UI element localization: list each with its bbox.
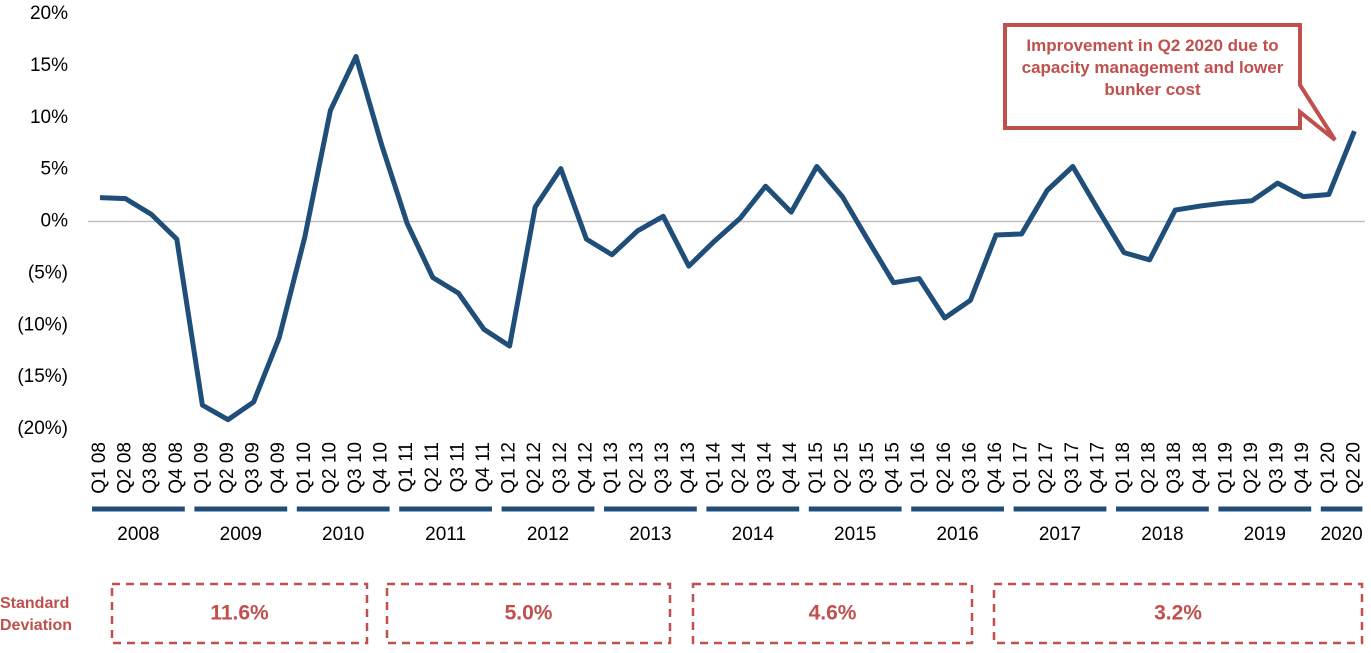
std-dev-value: 11.6% bbox=[210, 602, 269, 625]
x-tick-label: Q3 19 bbox=[1267, 442, 1288, 494]
x-tick-label: Q3 15 bbox=[857, 442, 878, 494]
y-tick-label: 0% bbox=[41, 211, 69, 232]
std-dev-box bbox=[992, 582, 1364, 645]
x-tick-label: Q1 20 bbox=[1318, 442, 1339, 494]
std-dev-box bbox=[385, 582, 672, 645]
x-tick-label: Q4 11 bbox=[473, 442, 494, 492]
x-tick-label: Q2 13 bbox=[627, 442, 648, 494]
y-tick-label: (20%) bbox=[17, 418, 68, 439]
y-tick-label: (15%) bbox=[17, 366, 68, 387]
x-tick-label: Q1 17 bbox=[1011, 442, 1032, 494]
x-tick-label: Q1 12 bbox=[499, 442, 520, 494]
x-tick-label: Q2 14 bbox=[729, 442, 750, 494]
annotation: Improvement in Q2 2020 due to capacity m… bbox=[1021, 36, 1284, 99]
x-tick-label: Q4 18 bbox=[1190, 442, 1211, 494]
x-tick-label: Q2 16 bbox=[934, 442, 955, 494]
year-label: 2008 bbox=[117, 524, 159, 545]
y-tick-label: (5%) bbox=[28, 262, 68, 283]
x-tick-label: Q2 17 bbox=[1036, 442, 1057, 494]
std-dev-box bbox=[110, 582, 369, 645]
x-tick-label: Q1 19 bbox=[1215, 442, 1236, 494]
x-tick-label: Q2 11 bbox=[422, 442, 443, 492]
year-label: 2009 bbox=[220, 524, 262, 545]
x-tick-label: Q2 10 bbox=[319, 442, 340, 494]
std-dev-value: 4.6% bbox=[809, 602, 857, 625]
callout-box bbox=[1003, 23, 1337, 142]
year-label: 2017 bbox=[1039, 524, 1081, 545]
x-tick-label: Q1 09 bbox=[191, 442, 212, 494]
x-tick-label: Q4 08 bbox=[166, 442, 187, 494]
year-label: 2019 bbox=[1244, 524, 1286, 545]
x-tick-label: Q3 11 bbox=[447, 442, 468, 492]
std-dev-label-box: Standard Deviation bbox=[0, 595, 73, 634]
x-tick-label: Q4 12 bbox=[575, 442, 596, 494]
year-label: 2016 bbox=[936, 524, 978, 545]
data-line bbox=[99, 54, 1357, 423]
std-dev-value: 3.2% bbox=[1154, 602, 1202, 625]
x-tick-label: Q4 10 bbox=[371, 442, 392, 494]
x-tick-label: Q3 08 bbox=[140, 442, 161, 494]
year-label: 2020 bbox=[1320, 524, 1362, 545]
year-label: 2014 bbox=[732, 524, 775, 545]
y-tick-label: 20% bbox=[30, 3, 68, 24]
x-tick-label: Q1 15 bbox=[806, 442, 827, 494]
x-tick-label: Q1 16 bbox=[908, 442, 929, 494]
x-tick-label: Q2 12 bbox=[524, 442, 545, 494]
y-tick-label: 10% bbox=[30, 107, 68, 128]
year-label: 2013 bbox=[629, 524, 671, 545]
x-tick-label: Q2 18 bbox=[1139, 442, 1160, 494]
x-tick-label: Q3 17 bbox=[1062, 442, 1083, 494]
year-label: 2018 bbox=[1141, 524, 1183, 545]
x-tick-label: Q1 14 bbox=[703, 442, 724, 494]
year-label: 2012 bbox=[527, 524, 569, 545]
x-tick-label: Q2 15 bbox=[831, 442, 852, 494]
x-tick-label: Q3 14 bbox=[755, 442, 776, 494]
x-tick-label: Q1 08 bbox=[89, 442, 110, 494]
x-tick-label: Q1 13 bbox=[601, 442, 622, 494]
callout: Improvement in Q2 2020 due to capacity m… bbox=[1021, 36, 1284, 99]
x-tick-label: Q3 13 bbox=[652, 442, 673, 494]
y-tick-label: (10%) bbox=[17, 314, 68, 335]
x-tick-label: Q4 13 bbox=[678, 442, 699, 494]
year-label: 2011 bbox=[425, 524, 466, 545]
x-tick-label: Q2 19 bbox=[1241, 442, 1262, 494]
year-label: 2015 bbox=[834, 524, 876, 545]
x-tick-label: Q2 09 bbox=[217, 442, 238, 494]
x-tick-label: Q3 12 bbox=[550, 442, 571, 494]
x-tick-label: Q3 09 bbox=[243, 442, 264, 494]
x-tick-label: Q3 16 bbox=[959, 442, 980, 494]
std-dev-box bbox=[691, 582, 974, 645]
y-tick-label: 5% bbox=[41, 159, 69, 180]
x-tick-label: Q4 15 bbox=[883, 442, 904, 494]
x-tick-label: Q2 20 bbox=[1343, 442, 1364, 494]
x-tick-label: Q1 11 bbox=[396, 442, 417, 492]
x-tick-label: Q2 08 bbox=[115, 442, 136, 494]
std-dev-label: Standard Deviation bbox=[0, 595, 73, 634]
std-dev-value: 5.0% bbox=[505, 602, 553, 625]
x-tick-label: Q1 18 bbox=[1113, 442, 1134, 494]
x-tick-label: Q3 18 bbox=[1164, 442, 1185, 494]
x-tick-label: Q3 10 bbox=[345, 442, 366, 494]
x-tick-label: Q1 10 bbox=[294, 442, 315, 494]
x-tick-label: Q4 09 bbox=[268, 442, 289, 494]
x-tick-label: Q4 17 bbox=[1087, 442, 1108, 494]
x-tick-label: Q4 16 bbox=[985, 442, 1006, 494]
year-label: 2010 bbox=[322, 524, 364, 545]
y-tick-label: 15% bbox=[30, 55, 68, 76]
x-tick-label: Q4 14 bbox=[780, 442, 801, 494]
x-tick-label: Q4 19 bbox=[1292, 442, 1313, 494]
